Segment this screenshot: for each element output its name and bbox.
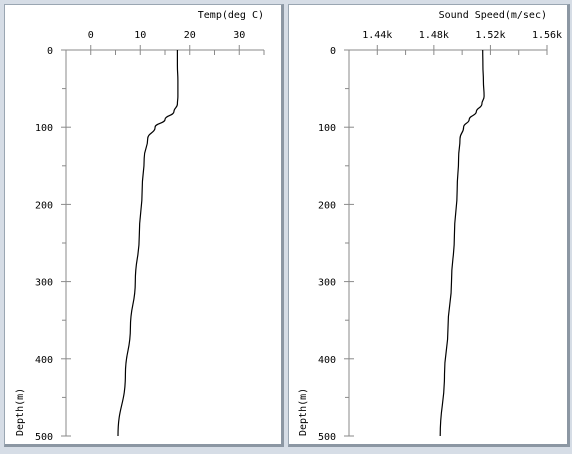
y-tick-label: 0	[47, 46, 53, 57]
y-tick-label: 100	[35, 123, 53, 134]
sound-speed-panel: Sound Speed(m/sec) Depth(m) 1.44k 1.48k 1.52…	[288, 4, 570, 447]
y-tick-label: 200	[318, 200, 336, 211]
y-axis-title: Depth(m)	[298, 388, 309, 436]
x-tick-label: 1.52k	[475, 30, 505, 41]
x-axis-title: Sound Speed(m/sec)	[439, 10, 547, 21]
temperature-panel: Temp(deg C) Depth(m) 0 10 20 30 0 100 200 300 400 5…	[4, 4, 284, 447]
y-tick-label: 400	[318, 355, 336, 366]
temperature-depth-chart: Temp(deg C)Depth(m)0 10 20 3001002003004005…	[15, 10, 265, 441]
profile-line	[439, 49, 485, 437]
y-tick-label: 300	[35, 278, 53, 289]
x-tick-label: 0	[88, 30, 94, 41]
profile-line	[117, 50, 179, 437]
y-tick-label: 500	[318, 432, 336, 441]
x-tick-label: 1.44k	[362, 30, 392, 41]
x-axis-title: Temp(deg C)	[198, 10, 264, 21]
y-axis-title: Depth(m)	[15, 388, 26, 436]
y-tick-label: 0	[330, 46, 336, 57]
y-tick-label: 500	[35, 432, 53, 441]
y-tick-label: 300	[318, 278, 336, 289]
x-tick-label: 1.56k	[532, 30, 562, 41]
x-tick-label: 30	[233, 30, 245, 41]
y-tick-label: 200	[35, 200, 53, 211]
sound-speed-depth-chart: Sound Speed(m/sec) Depth(m) 1.44k 1.48k 1.52…	[298, 10, 562, 441]
y-tick-label: 100	[318, 123, 336, 134]
x-tick-label: 1.48k	[419, 30, 449, 41]
x-tick-label: 20	[184, 30, 196, 41]
x-tick-label: 10	[134, 30, 146, 41]
y-tick-label: 400	[35, 355, 53, 366]
